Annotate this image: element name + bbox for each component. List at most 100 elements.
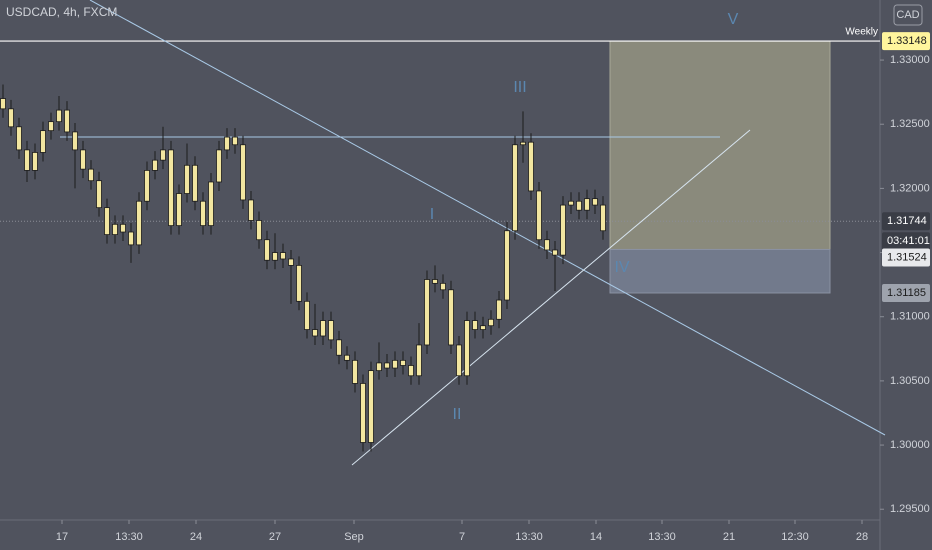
candle-body (488, 318, 494, 327)
weekly-price-bg (882, 32, 930, 51)
x-tick-label: 12:30 (781, 531, 809, 543)
candle-body (296, 264, 302, 302)
candle-body (64, 109, 70, 133)
y-tick-label: 1.29500 (890, 503, 930, 515)
candle-body (16, 126, 22, 151)
candle-body (240, 144, 246, 201)
candle-body (48, 121, 54, 132)
candle-body (528, 141, 534, 192)
candle-body (232, 136, 238, 146)
candle-body (88, 168, 94, 182)
candle-body (168, 149, 174, 227)
currency-button[interactable] (893, 4, 923, 26)
weekly-label: Weekly (845, 27, 878, 38)
x-tick-label: 7 (459, 531, 465, 543)
candle-body (384, 362, 390, 369)
candle-body (0, 98, 6, 110)
candle-body (184, 164, 190, 194)
candle-body (512, 144, 518, 232)
candle-body (104, 207, 110, 235)
y-tick-label: 1.32000 (890, 182, 930, 194)
candle-body (520, 141, 526, 146)
candle-body (496, 299, 502, 320)
candle-body (96, 180, 102, 209)
zone-bottom-price: 1.31185 (887, 287, 926, 299)
candle-body (144, 170, 150, 202)
wave-label: IV (614, 259, 629, 276)
candle-body (584, 198, 590, 211)
candle-body (160, 149, 166, 161)
y-tick-label: 1.33000 (890, 54, 930, 66)
candle-body (216, 149, 222, 183)
candle-body (344, 354, 350, 361)
candle-body (136, 200, 142, 246)
candle-body (544, 239, 550, 251)
trend-line (89, 0, 886, 436)
candle-body (304, 300, 310, 330)
zone-mid-price: 1.31524 (887, 251, 927, 263)
candle-body (568, 200, 574, 206)
candle-body (592, 198, 598, 206)
x-tick-label: 14 (590, 531, 602, 543)
x-tick-label: 13:30 (115, 531, 143, 543)
stop-zone (609, 248, 831, 294)
candle-body (200, 200, 206, 227)
candle-body (600, 204, 606, 232)
candle-body (480, 325, 486, 330)
candle-body (440, 282, 446, 291)
candle-body (408, 365, 414, 377)
candle-body (264, 239, 270, 261)
candle-body (208, 181, 214, 227)
candle-body (192, 164, 198, 202)
candle-body (328, 320, 334, 341)
trend-line (351, 129, 751, 466)
candle-body (256, 220, 262, 241)
candle-body (424, 279, 430, 346)
candle-body (24, 149, 30, 171)
candle-body (472, 320, 478, 330)
zone-mid-price-bg (882, 248, 930, 267)
candle-body (376, 362, 382, 372)
wave-label: III (513, 79, 526, 96)
candle-body (360, 383, 366, 443)
candle-body (560, 204, 566, 256)
weekly-price: 1.33148 (887, 35, 927, 47)
last-price-bg (882, 212, 930, 231)
candle-body (312, 329, 318, 337)
candle-body (80, 149, 86, 170)
wave-label: II (453, 406, 462, 423)
candle-body (224, 136, 230, 151)
x-tick-label: 27 (269, 531, 281, 543)
candle-body (448, 289, 454, 346)
y-tick-label: 1.30500 (890, 375, 930, 387)
zone-bottom-price-bg (882, 283, 930, 302)
x-tick-label: 28 (856, 531, 868, 543)
x-tick-label: Sep (344, 531, 364, 543)
candle-body (504, 230, 510, 301)
candle-body (112, 223, 118, 235)
x-tick-label: 24 (190, 531, 202, 543)
candle-body (416, 344, 422, 377)
candle-body (576, 200, 582, 211)
candle-body (400, 359, 406, 366)
axis: 1.295001.300001.305001.310001.315001.320… (56, 27, 930, 543)
y-tick-label: 1.32500 (890, 118, 930, 130)
x-tick-label: 13:30 (648, 531, 676, 543)
candle-body (464, 320, 470, 377)
x-tick-label: 21 (723, 531, 735, 543)
candle-body (320, 320, 326, 337)
target-zone (609, 40, 831, 250)
candles (0, 84, 606, 452)
candle-body (176, 193, 182, 227)
candle-body (392, 359, 398, 369)
y-tick-label: 1.30000 (890, 439, 930, 451)
candle-body (336, 339, 342, 356)
candle-body (128, 231, 134, 246)
candle-body (248, 199, 254, 221)
candle-body (280, 252, 286, 260)
countdown: 03:41:01 (887, 235, 930, 247)
currency[interactable]: CAD (896, 9, 919, 21)
zones (0, 40, 880, 294)
